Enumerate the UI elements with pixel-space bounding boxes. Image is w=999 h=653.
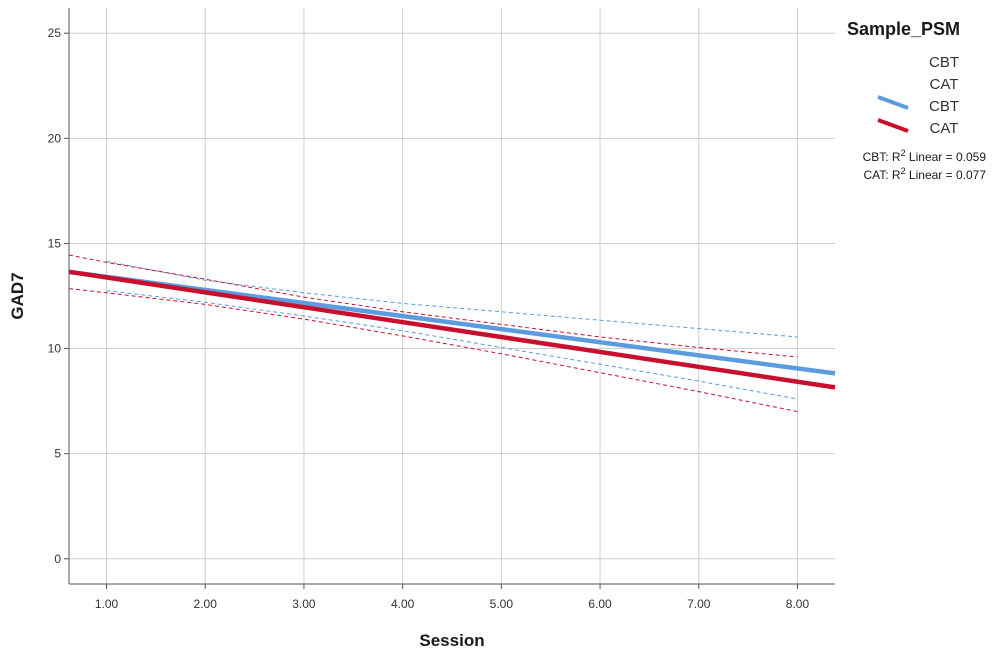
legend-r2-cbt: CBT: R2 Linear = 0.059	[863, 148, 987, 164]
x-tick-label: 7.00	[687, 597, 711, 611]
y-tick-label: 5	[54, 447, 61, 461]
gridlines	[69, 8, 835, 584]
fit-line-cat	[68, 269, 836, 390]
x-tick-label: 2.00	[194, 597, 218, 611]
fit-lines	[68, 269, 836, 390]
legend-title: Sample_PSM	[847, 19, 960, 39]
y-tick-label: 25	[48, 26, 62, 40]
legend-marker-label-cbt: CBT	[929, 54, 959, 71]
x-tick-label: 3.00	[292, 597, 316, 611]
legend-marker-label-cat: CAT	[930, 76, 959, 93]
axes	[64, 8, 835, 589]
x-tick-label: 5.00	[490, 597, 514, 611]
legend-line-cat	[877, 118, 909, 133]
ci-lower-cat	[68, 288, 798, 413]
legend-line-label-cbt: CBT	[929, 98, 959, 115]
y-tick-label: 10	[48, 342, 62, 356]
y-tick-label: 20	[48, 131, 62, 145]
y-axis-title: GAD7	[8, 272, 27, 319]
x-tick-label: 6.00	[588, 597, 612, 611]
plot-area	[69, 8, 835, 584]
confidence-bands	[68, 254, 798, 413]
ci-upper-cat	[68, 254, 798, 358]
y-tick-label: 0	[54, 552, 61, 566]
x-tick-label: 1.00	[95, 597, 119, 611]
tick-labels: 1.00 2.00 3.00 4.00 5.00 6.00 7.00 8.00 0 5 10 15 20…	[48, 26, 810, 611]
legend-line-cbt	[877, 95, 909, 110]
y-tick-label: 15	[48, 236, 62, 250]
legend: Sample_PSM CBT CAT CBT CAT CBT: R2 Linea…	[847, 19, 986, 182]
x-tick-label: 8.00	[786, 597, 810, 611]
ci-lower-cbt	[106, 290, 798, 400]
legend-line-label-cat: CAT	[930, 120, 959, 137]
x-axis-title: Session	[419, 631, 484, 650]
legend-r2-cat: CAT: R2 Linear = 0.077	[863, 166, 986, 182]
x-tick-label: 4.00	[391, 597, 415, 611]
fit-line-cbt	[68, 269, 836, 376]
